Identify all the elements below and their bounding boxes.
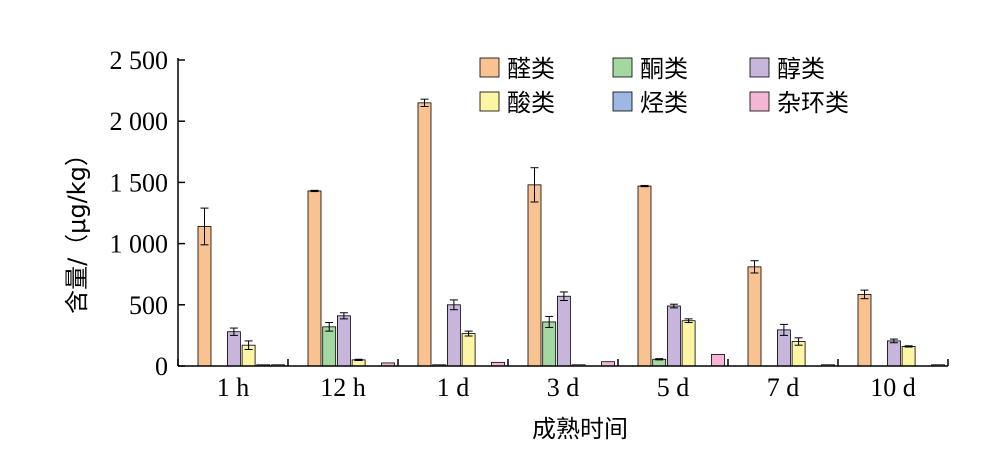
- bar: [901, 346, 916, 367]
- legend-label: 烃类: [640, 89, 688, 117]
- axes: 0 500 1 000 1 500 2 000 2 500 1 h 12 h 1 d 3 d 5 d…: [110, 46, 949, 402]
- y-tick-label: 2 000: [110, 107, 169, 136]
- legend-swatch: [749, 91, 770, 112]
- bar: [197, 226, 212, 367]
- bar: [307, 190, 322, 367]
- bar: [681, 320, 696, 367]
- y-tick-label: 1 000: [110, 230, 169, 259]
- bar: [336, 315, 351, 367]
- y-tick-label: 2 500: [110, 46, 169, 75]
- bar: [542, 321, 557, 367]
- x-tick-label: 12 h: [320, 373, 366, 402]
- x-tick-label: 7 d: [767, 373, 800, 402]
- bar: [857, 293, 872, 367]
- y-tick-label: 0: [155, 352, 168, 381]
- bar: [887, 340, 901, 367]
- x-axis-title: 成熟时间: [532, 415, 628, 443]
- y-tick-label: 1 500: [110, 168, 169, 197]
- bar: [446, 304, 461, 367]
- x-tick-label: 10 d: [870, 373, 916, 402]
- legend-label: 酮类: [640, 55, 688, 83]
- y-axis-title: 含量/（μg/kg）: [63, 142, 91, 314]
- bar: [637, 185, 652, 367]
- legend-swatch: [479, 91, 500, 112]
- bar: [711, 353, 725, 367]
- bar: [527, 184, 542, 367]
- bar: [417, 102, 432, 367]
- bar: [557, 295, 571, 367]
- x-tick-label: 1 h: [217, 373, 250, 402]
- legend-swatch: [749, 57, 770, 78]
- bar: [322, 326, 337, 367]
- legend-label: 杂环类: [777, 89, 849, 117]
- x-tick-label: 5 d: [657, 373, 690, 402]
- y-tick-label: 500: [129, 291, 168, 320]
- legend-label: 醛类: [507, 55, 555, 83]
- bar: [226, 331, 241, 367]
- x-tick-label: 3 d: [547, 373, 580, 402]
- legend-label: 酸类: [507, 89, 555, 117]
- bar: [461, 333, 476, 367]
- bar: [747, 266, 762, 367]
- x-tick-label: 1 d: [437, 373, 470, 402]
- legend-swatch: [612, 91, 633, 112]
- plot-area: [197, 98, 945, 367]
- legend-label: 醇类: [777, 55, 825, 83]
- bar: [667, 305, 681, 367]
- legend-swatch: [612, 57, 633, 78]
- legend-swatch: [479, 57, 500, 78]
